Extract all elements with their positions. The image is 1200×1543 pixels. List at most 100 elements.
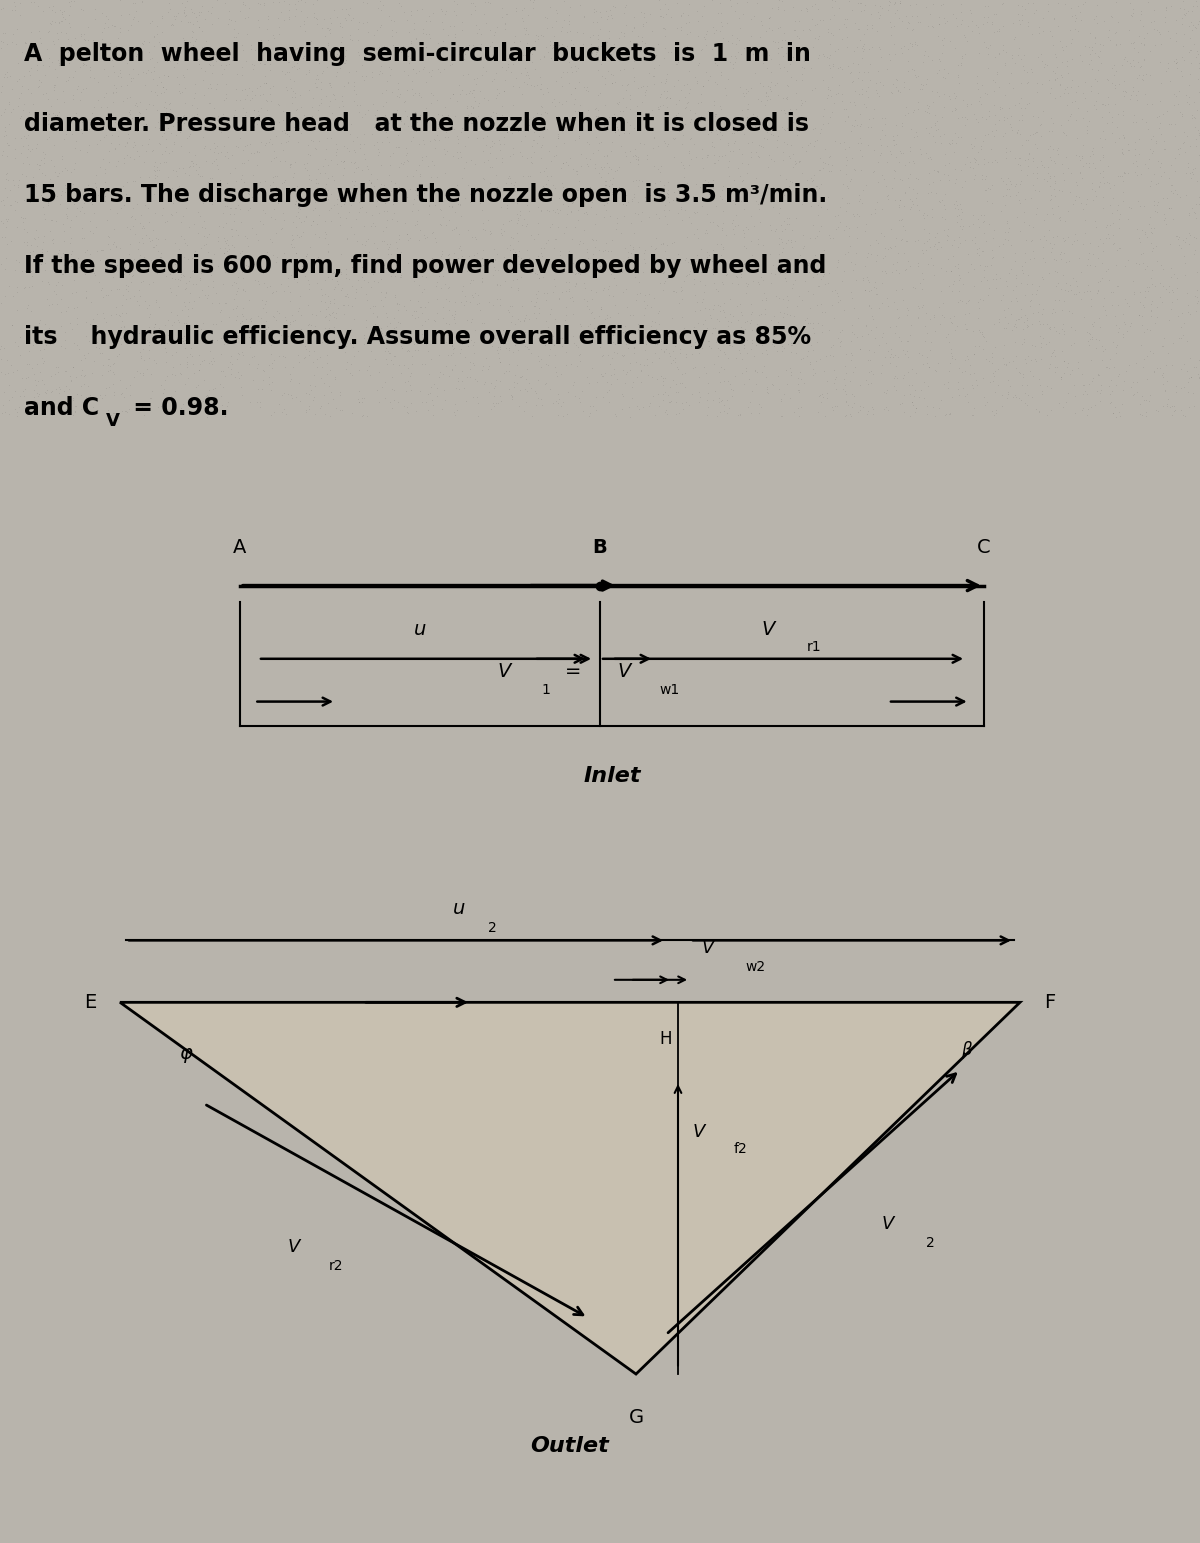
Point bbox=[1008, 2, 1027, 26]
Point bbox=[522, 403, 541, 427]
Point bbox=[220, 51, 239, 76]
Point bbox=[962, 403, 982, 427]
Point bbox=[257, 88, 276, 113]
Point bbox=[664, 230, 683, 255]
Point bbox=[322, 11, 341, 35]
Point bbox=[1033, 296, 1052, 321]
Point bbox=[194, 367, 214, 392]
Point bbox=[509, 244, 528, 268]
Point bbox=[359, 157, 378, 182]
Point bbox=[636, 338, 655, 363]
Point bbox=[7, 358, 26, 383]
Point bbox=[457, 82, 476, 106]
Point bbox=[428, 57, 448, 82]
Point bbox=[978, 253, 997, 278]
Point bbox=[80, 400, 100, 424]
Point bbox=[278, 324, 298, 349]
Point bbox=[1110, 164, 1129, 188]
Point bbox=[698, 142, 718, 167]
Point bbox=[53, 179, 72, 204]
Point bbox=[1052, 318, 1072, 343]
Point bbox=[317, 350, 336, 375]
Point bbox=[710, 298, 730, 322]
Point bbox=[372, 267, 391, 292]
Point bbox=[552, 170, 571, 194]
Point bbox=[697, 143, 716, 168]
Point bbox=[1184, 393, 1200, 418]
Point bbox=[391, 108, 410, 133]
Point bbox=[946, 196, 965, 221]
Point bbox=[438, 343, 457, 367]
Point bbox=[738, 97, 757, 122]
Point bbox=[677, 11, 696, 35]
Point bbox=[479, 353, 498, 378]
Point bbox=[200, 52, 220, 77]
Point bbox=[583, 190, 602, 214]
Point bbox=[600, 255, 619, 279]
Point bbox=[338, 71, 358, 96]
Point bbox=[749, 227, 768, 252]
Point bbox=[215, 133, 234, 157]
Point bbox=[424, 82, 443, 106]
Point bbox=[839, 239, 858, 264]
Point bbox=[217, 193, 236, 218]
Point bbox=[278, 275, 298, 299]
Point bbox=[818, 20, 838, 45]
Point bbox=[943, 2, 962, 26]
Point bbox=[929, 159, 948, 184]
Point bbox=[74, 372, 94, 397]
Point bbox=[187, 9, 206, 34]
Point bbox=[71, 185, 90, 210]
Point bbox=[859, 270, 878, 295]
Point bbox=[374, 173, 394, 198]
Point bbox=[176, 196, 196, 221]
Point bbox=[648, 381, 667, 406]
Point bbox=[1144, 341, 1163, 366]
Point bbox=[532, 355, 551, 380]
Point bbox=[491, 137, 510, 162]
Point bbox=[840, 136, 859, 160]
Point bbox=[989, 108, 1008, 133]
Point bbox=[689, 52, 708, 77]
Point bbox=[91, 96, 110, 120]
Point bbox=[906, 165, 925, 190]
Point bbox=[456, 133, 475, 157]
Point bbox=[42, 327, 61, 352]
Point bbox=[330, 213, 349, 238]
Point bbox=[656, 69, 676, 94]
Point bbox=[487, 77, 506, 102]
Point bbox=[647, 259, 666, 284]
Point bbox=[1127, 252, 1146, 276]
Point bbox=[806, 12, 826, 37]
Point bbox=[809, 310, 828, 335]
Point bbox=[883, 71, 902, 96]
Point bbox=[380, 389, 400, 414]
Point bbox=[475, 218, 494, 242]
Point bbox=[170, 363, 190, 387]
Point bbox=[1028, 299, 1048, 324]
Point bbox=[1145, 9, 1164, 34]
Point bbox=[928, 110, 947, 134]
Point bbox=[326, 395, 346, 420]
Point bbox=[486, 373, 505, 398]
Point bbox=[320, 73, 340, 97]
Point bbox=[802, 6, 821, 31]
Point bbox=[558, 153, 577, 177]
Point bbox=[288, 51, 307, 76]
Point bbox=[200, 91, 220, 116]
Point bbox=[772, 213, 791, 238]
Point bbox=[949, 262, 968, 287]
Point bbox=[851, 125, 870, 150]
Point bbox=[292, 302, 311, 327]
Point bbox=[90, 113, 109, 137]
Point bbox=[379, 341, 398, 366]
Point bbox=[846, 355, 865, 380]
Point bbox=[368, 113, 388, 137]
Point bbox=[1019, 383, 1038, 407]
Point bbox=[380, 310, 400, 335]
Point bbox=[121, 69, 140, 94]
Point bbox=[772, 253, 791, 278]
Point bbox=[7, 403, 26, 427]
Point bbox=[727, 346, 746, 370]
Point bbox=[1157, 392, 1176, 417]
